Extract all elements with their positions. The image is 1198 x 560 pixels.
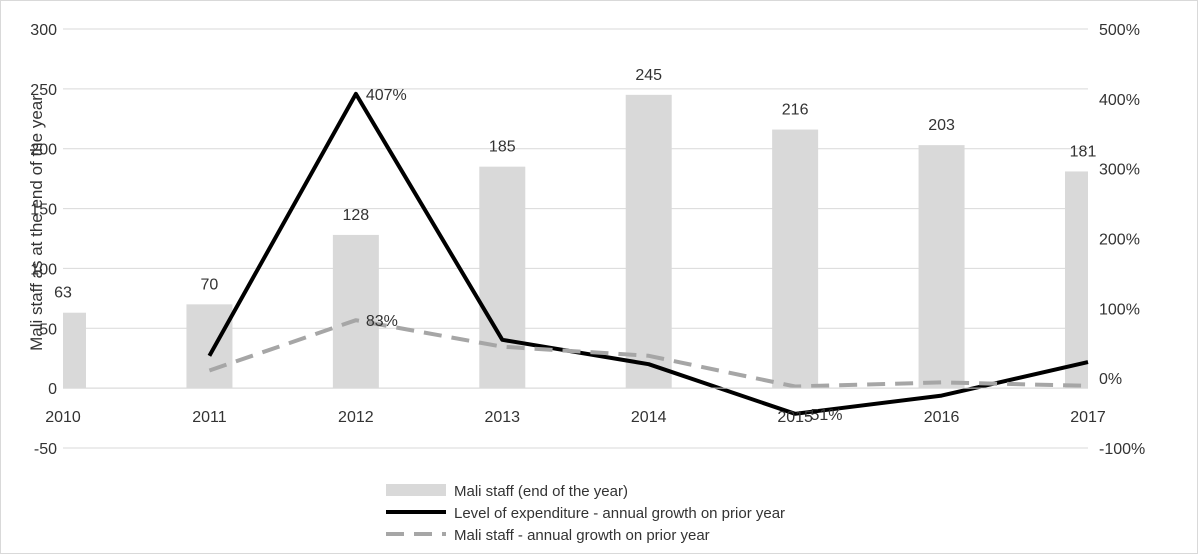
bar xyxy=(626,95,672,388)
y-tick-label: 0 xyxy=(48,381,57,398)
bar-data-label: 128 xyxy=(343,207,370,224)
right-axis: 500% 400% 300% 200% 100% 0% -100% xyxy=(1099,22,1145,458)
bar xyxy=(772,130,818,389)
line-data-label: 407% xyxy=(366,87,407,104)
x-tick-label: 2010 xyxy=(45,409,81,426)
bar-data-label: 70 xyxy=(201,276,219,293)
x-tick-label: 2014 xyxy=(631,409,667,426)
y-axis-title: Mali staff as at the end of the year xyxy=(27,95,46,351)
legend-label: Mali staff - annual growth on prior year xyxy=(454,527,710,544)
bar xyxy=(186,304,232,388)
bar-data-label: 63 xyxy=(54,285,72,302)
bar-data-label: 181 xyxy=(1070,143,1097,160)
bar-data-label: 245 xyxy=(635,67,662,84)
legend-swatch xyxy=(386,484,446,496)
y2-tick-label: 100% xyxy=(1099,301,1140,318)
x-tick-label: 2011 xyxy=(192,409,227,426)
y-tick-label: 300 xyxy=(30,22,57,39)
line-data-label: 83% xyxy=(366,313,398,330)
y2-tick-label: -100% xyxy=(1099,441,1145,458)
y2-tick-label: 300% xyxy=(1099,162,1140,179)
y2-tick-label: 0% xyxy=(1099,371,1122,388)
bar xyxy=(919,145,965,388)
bar xyxy=(1065,171,1088,388)
bar-data-label: 185 xyxy=(489,139,516,156)
y2-tick-label: 400% xyxy=(1099,92,1140,109)
bar xyxy=(333,235,379,388)
bar xyxy=(479,167,525,388)
bar xyxy=(63,313,86,388)
legend: Mali staff (end of the year) Level of exp… xyxy=(386,483,785,544)
y2-tick-label: 200% xyxy=(1099,232,1140,249)
legend-label: Mali staff (end of the year) xyxy=(454,483,628,500)
x-tick-label: 2017 xyxy=(1070,409,1106,426)
bar-data-label: 203 xyxy=(928,117,955,134)
y-tick-label: -50 xyxy=(34,441,57,458)
y2-tick-label: 500% xyxy=(1099,22,1140,39)
legend-label: Level of expenditure - annual growth on … xyxy=(454,505,785,522)
line-data-label: -51% xyxy=(805,407,842,424)
x-tick-label: 2012 xyxy=(338,409,374,426)
x-tick-label: 2016 xyxy=(924,409,960,426)
bar-data-label: 216 xyxy=(782,102,809,119)
x-tick-label: 2013 xyxy=(484,409,520,426)
